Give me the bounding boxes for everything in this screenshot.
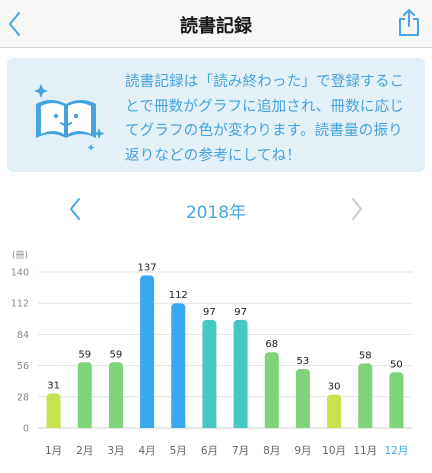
bar [108, 362, 123, 428]
bar [327, 394, 342, 428]
bar-base [202, 423, 217, 428]
y-tick-label: 28 [17, 392, 29, 403]
x-tick-label[interactable]: 12月 [384, 445, 408, 457]
bar-base [358, 423, 373, 428]
bar [202, 319, 217, 428]
x-tick-label[interactable]: 8月 [263, 445, 280, 457]
data-label: 59 [110, 349, 123, 360]
x-tick-label[interactable]: 4月 [138, 445, 155, 457]
bar-base [171, 423, 186, 428]
chevron-left-icon [9, 12, 20, 36]
bar-base [327, 423, 342, 428]
bar-base [140, 423, 155, 428]
previous-year-button[interactable] [62, 194, 90, 224]
data-label: 53 [297, 356, 310, 367]
nav-bar: 読書記録 [0, 0, 432, 48]
bar [171, 303, 186, 428]
chevron-right-icon [352, 198, 362, 220]
page-title: 読書記録 [180, 16, 252, 37]
info-card: 読書記録は「読み終わった」で登録することで冊数がグラフに追加され、冊数に応じてグ… [7, 58, 425, 172]
bar [295, 368, 310, 428]
x-tick-label[interactable]: 2月 [76, 445, 93, 457]
data-label: 97 [234, 307, 247, 318]
x-tick-label[interactable]: 5月 [170, 445, 187, 457]
x-tick-label[interactable]: 9月 [294, 445, 311, 457]
bar-base [46, 423, 61, 428]
bar [77, 362, 92, 428]
bar [233, 319, 248, 428]
data-label: 97 [203, 307, 216, 318]
data-label: 50 [390, 359, 403, 370]
bar-base [77, 423, 92, 428]
y-tick-label: 112 [11, 299, 29, 310]
bar-base [233, 423, 248, 428]
next-year-button[interactable] [342, 194, 370, 224]
data-label: 59 [78, 349, 91, 360]
bar [358, 363, 373, 428]
y-tick-label: 0 [23, 424, 29, 435]
y-tick-label: 56 [17, 361, 29, 372]
x-tick-label[interactable]: 1月 [45, 445, 62, 457]
reading-chart: (冊) 0 28 56 84 112 140 31 1月 59 2月 59 3月 137 4月 112 5月… [11, 250, 412, 457]
y-axis-unit-label: (冊) [12, 250, 28, 261]
data-label: 137 [138, 262, 157, 273]
bar [140, 275, 155, 428]
y-tick-label: 84 [17, 330, 29, 341]
share-icon [399, 9, 419, 36]
y-tick-label: 140 [11, 268, 29, 279]
chevron-left-icon [70, 198, 80, 220]
data-label: 68 [265, 339, 278, 350]
info-text: 読書記録は「読み終わった」で登録することで冊数がグラフに追加され、冊数に応じてグ… [125, 74, 405, 164]
bar-base [389, 423, 404, 428]
data-label: 30 [328, 382, 341, 393]
smiling-book-icon [34, 84, 105, 151]
bar [389, 372, 404, 428]
x-tick-label[interactable]: 7月 [232, 445, 249, 457]
year-selector: 2018年 [0, 190, 432, 226]
data-label: 58 [359, 350, 372, 361]
x-tick-label[interactable]: 3月 [107, 445, 124, 457]
back-button[interactable] [2, 6, 32, 42]
x-tick-label[interactable]: 6月 [201, 445, 218, 457]
bar [264, 352, 279, 428]
bar-base [108, 423, 123, 428]
data-label: 31 [47, 380, 60, 391]
x-tick-label[interactable]: 10月 [322, 445, 346, 457]
bar-base [264, 423, 279, 428]
bar-base [295, 423, 310, 428]
bar [46, 393, 61, 428]
x-tick-label[interactable]: 11月 [353, 445, 377, 457]
share-button[interactable] [394, 6, 424, 40]
data-label: 112 [169, 290, 188, 301]
year-label: 2018年 [185, 203, 247, 223]
